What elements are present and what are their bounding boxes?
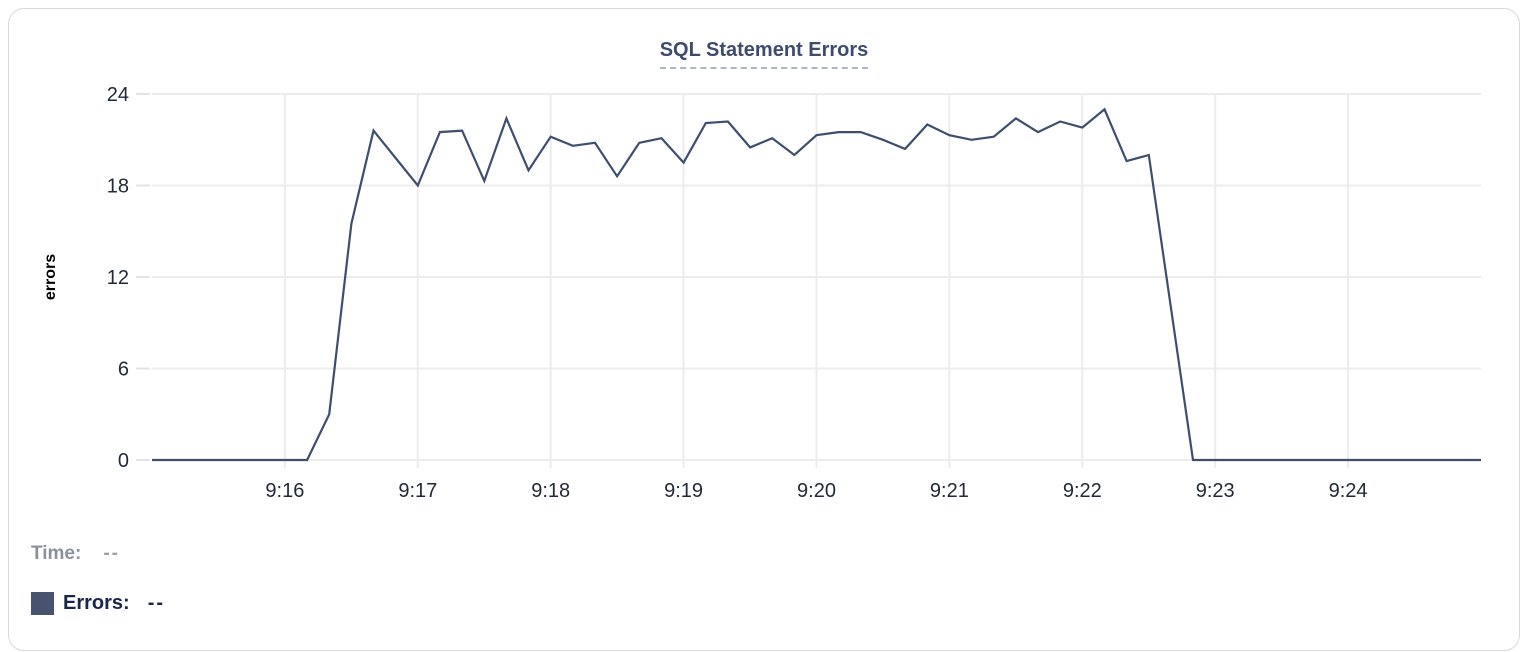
x-tick-label: 9:19 <box>664 480 703 502</box>
chart-card: SQL Statement Errors 0 6 12 18 24 9:16 9:17 9:1… <box>8 8 1520 651</box>
chart-title[interactable]: SQL Statement Errors <box>659 39 869 69</box>
x-tick-label: 9:18 <box>531 480 570 502</box>
hover-readout-errors: Errors: -- <box>31 592 165 615</box>
hover-readout-time: Time: -- <box>31 543 120 565</box>
x-tick-label: 9:20 <box>797 480 836 502</box>
plot-area[interactable] <box>152 94 1481 460</box>
x-tick-label: 9:23 <box>1196 480 1235 502</box>
y-tick-label: 18 <box>107 176 129 198</box>
sql-statement-errors-chart[interactable]: 0 6 12 18 24 9:16 9:17 9:18 9:19 9:20 9:21 9:22 9:23… <box>9 9 1520 651</box>
y-tick-label: 0 <box>118 450 129 472</box>
x-tick-label: 9:21 <box>930 480 969 502</box>
errors-series-swatch <box>31 592 54 615</box>
errors-readout-value: -- <box>147 592 166 614</box>
y-tick-label: 12 <box>107 267 129 289</box>
x-tick-label: 9:22 <box>1063 480 1102 502</box>
y-tick-label: 6 <box>118 359 129 381</box>
time-readout-label: Time: <box>31 543 82 564</box>
errors-line-series <box>152 107 1481 462</box>
x-tick-label: 9:16 <box>265 480 304 502</box>
chart-title-wrap: SQL Statement Errors <box>9 39 1519 69</box>
errors-readout-label: Errors: <box>63 592 130 614</box>
x-tick-label: 9:17 <box>398 480 437 502</box>
x-tick-label: 9:24 <box>1329 480 1368 502</box>
time-readout-value: -- <box>103 543 120 564</box>
y-axis-title: errors <box>42 254 59 300</box>
y-tick-label: 24 <box>107 84 129 106</box>
